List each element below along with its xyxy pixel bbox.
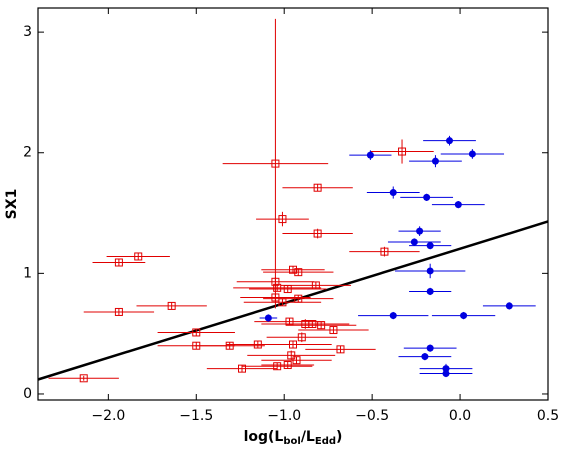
point [238, 364, 246, 373]
x-label-sub: Edd [315, 436, 336, 447]
point [271, 277, 280, 286]
x-axis-label: log(Lbol/LEdd) [244, 429, 343, 447]
point [416, 227, 424, 235]
point [329, 326, 338, 335]
point [380, 247, 389, 256]
point [313, 229, 322, 238]
point [192, 328, 201, 337]
x-tick-label: −2.0 [91, 408, 125, 424]
point [446, 137, 454, 145]
point [311, 281, 320, 290]
point [294, 294, 303, 303]
point [278, 215, 287, 224]
plot-frame [37, 7, 549, 401]
y-tick-label: 3 [23, 24, 32, 40]
point [273, 283, 282, 292]
y-tick-label: 2 [23, 145, 32, 161]
y-tick-label: 1 [23, 265, 32, 281]
point [442, 365, 450, 373]
point [426, 242, 434, 250]
point [426, 344, 434, 352]
y-tick-label: 0 [23, 386, 32, 402]
point [431, 157, 439, 165]
point [225, 341, 234, 350]
point [460, 312, 468, 320]
x-tick-label: −0.5 [355, 408, 389, 424]
x-label-part: /L [301, 429, 315, 445]
point [289, 340, 297, 349]
point [283, 361, 292, 370]
point [442, 369, 450, 377]
x-label-part: ) [336, 429, 342, 445]
point [410, 238, 418, 246]
point [313, 183, 322, 192]
y-axis-label: SX1 [4, 189, 20, 220]
point [294, 268, 303, 277]
x-tick-label: −1.0 [267, 408, 301, 424]
x-tick-label: 0.0 [449, 408, 471, 424]
point [468, 150, 476, 158]
point [271, 159, 280, 168]
point [285, 317, 294, 326]
point [79, 374, 88, 383]
point [366, 151, 374, 159]
x-label-part: log(L [244, 429, 284, 445]
point [336, 345, 345, 354]
point [273, 362, 282, 371]
point [389, 189, 397, 197]
point [114, 258, 123, 267]
point [292, 356, 301, 365]
point [454, 201, 462, 209]
point [308, 320, 317, 329]
point [271, 293, 280, 302]
x-tick-label: −1.5 [179, 408, 213, 424]
point [426, 267, 434, 275]
x-tick-label: 0.5 [537, 408, 559, 424]
point [167, 301, 176, 310]
point [505, 302, 513, 310]
point [114, 307, 123, 316]
point [398, 147, 407, 156]
point [297, 333, 306, 342]
point [287, 351, 296, 360]
point [421, 353, 429, 361]
point [253, 340, 262, 349]
point [134, 252, 143, 261]
point [389, 312, 397, 320]
point [423, 193, 431, 201]
point [289, 265, 297, 274]
fit-line [37, 220, 549, 381]
point [426, 287, 434, 295]
point [264, 314, 272, 322]
x-label-sub: bol [283, 436, 300, 447]
